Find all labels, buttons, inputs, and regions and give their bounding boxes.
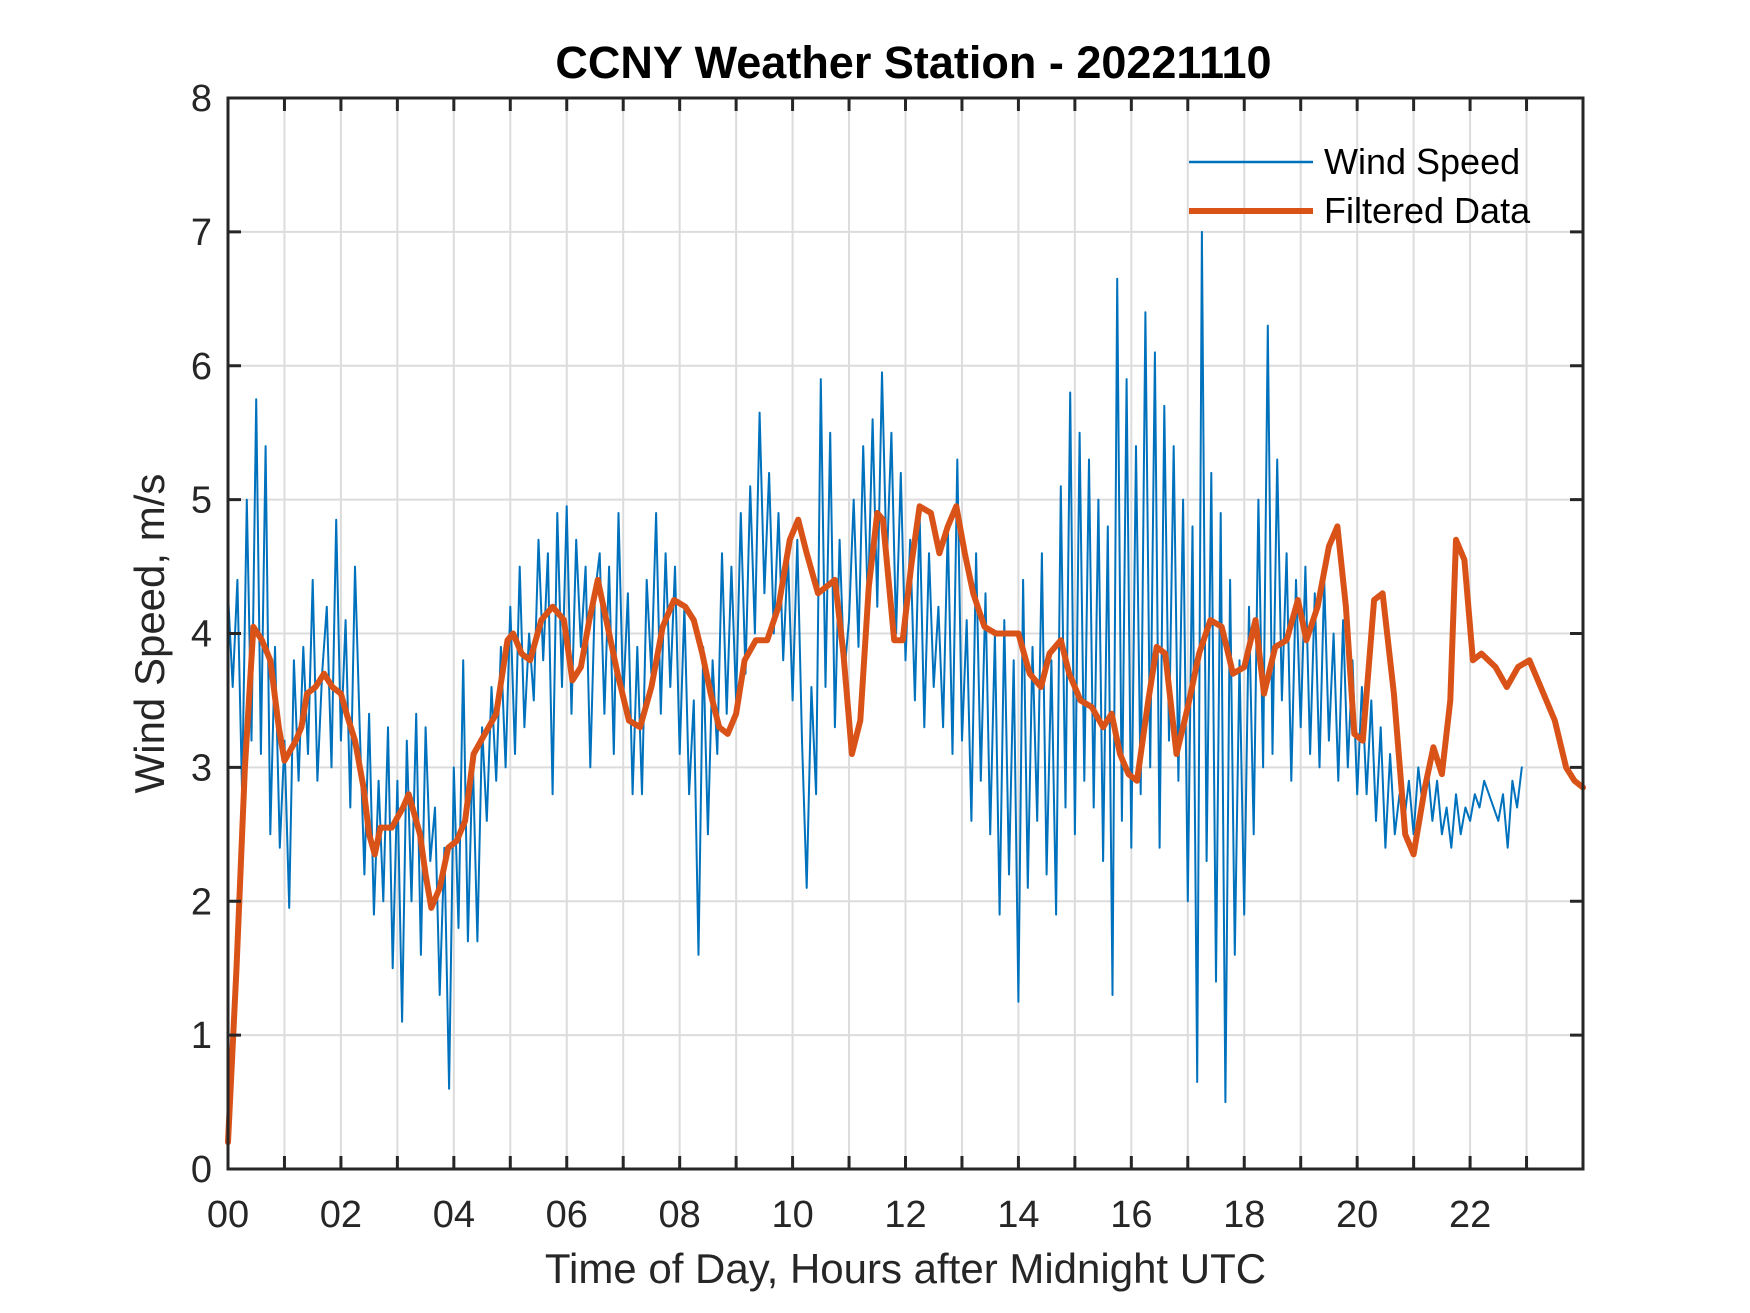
x-tick-label: 14 (997, 1194, 1039, 1236)
series-layer (225, 230, 1586, 1146)
y-tick-label: 3 (191, 747, 212, 789)
series-line-filtered-data (225, 503, 1586, 1146)
x-tick-label: 20 (1336, 1194, 1378, 1236)
y-tick-label: 7 (191, 212, 212, 254)
y-tick-label: 6 (191, 346, 212, 388)
y-axis-label: Wind Speed, m/s (126, 474, 173, 794)
x-axis-label: Time of Day, Hours after Midnight UTC (545, 1245, 1266, 1292)
legend-label-filtered-data: Filtered Data (1324, 190, 1531, 231)
x-tick-label: 16 (1110, 1194, 1152, 1236)
axes (226, 96, 1585, 1171)
y-tick-label: 5 (191, 480, 212, 522)
x-tick-label: 22 (1449, 1194, 1491, 1236)
x-tick-label: 02 (320, 1194, 362, 1236)
legend-label-wind-speed: Wind Speed (1324, 141, 1520, 182)
y-tick-label: 0 (191, 1149, 212, 1191)
x-tick-label: 10 (771, 1194, 813, 1236)
legend: Wind Speed Filtered Data (1189, 141, 1531, 231)
y-tick-label: 1 (191, 1015, 212, 1057)
x-tick-label: 12 (884, 1194, 926, 1236)
y-tick-label: 2 (191, 881, 212, 923)
x-tick-label: 18 (1223, 1194, 1265, 1236)
x-tick-label: 08 (659, 1194, 701, 1236)
y-tick-label: 8 (191, 78, 212, 120)
chart-title: CCNY Weather Station - 20221110 (555, 37, 1271, 88)
x-tick-label: 06 (546, 1194, 588, 1236)
x-tick-label: 04 (433, 1194, 475, 1236)
y-tick-label: 4 (191, 614, 212, 656)
x-tick-label: 00 (207, 1194, 249, 1236)
